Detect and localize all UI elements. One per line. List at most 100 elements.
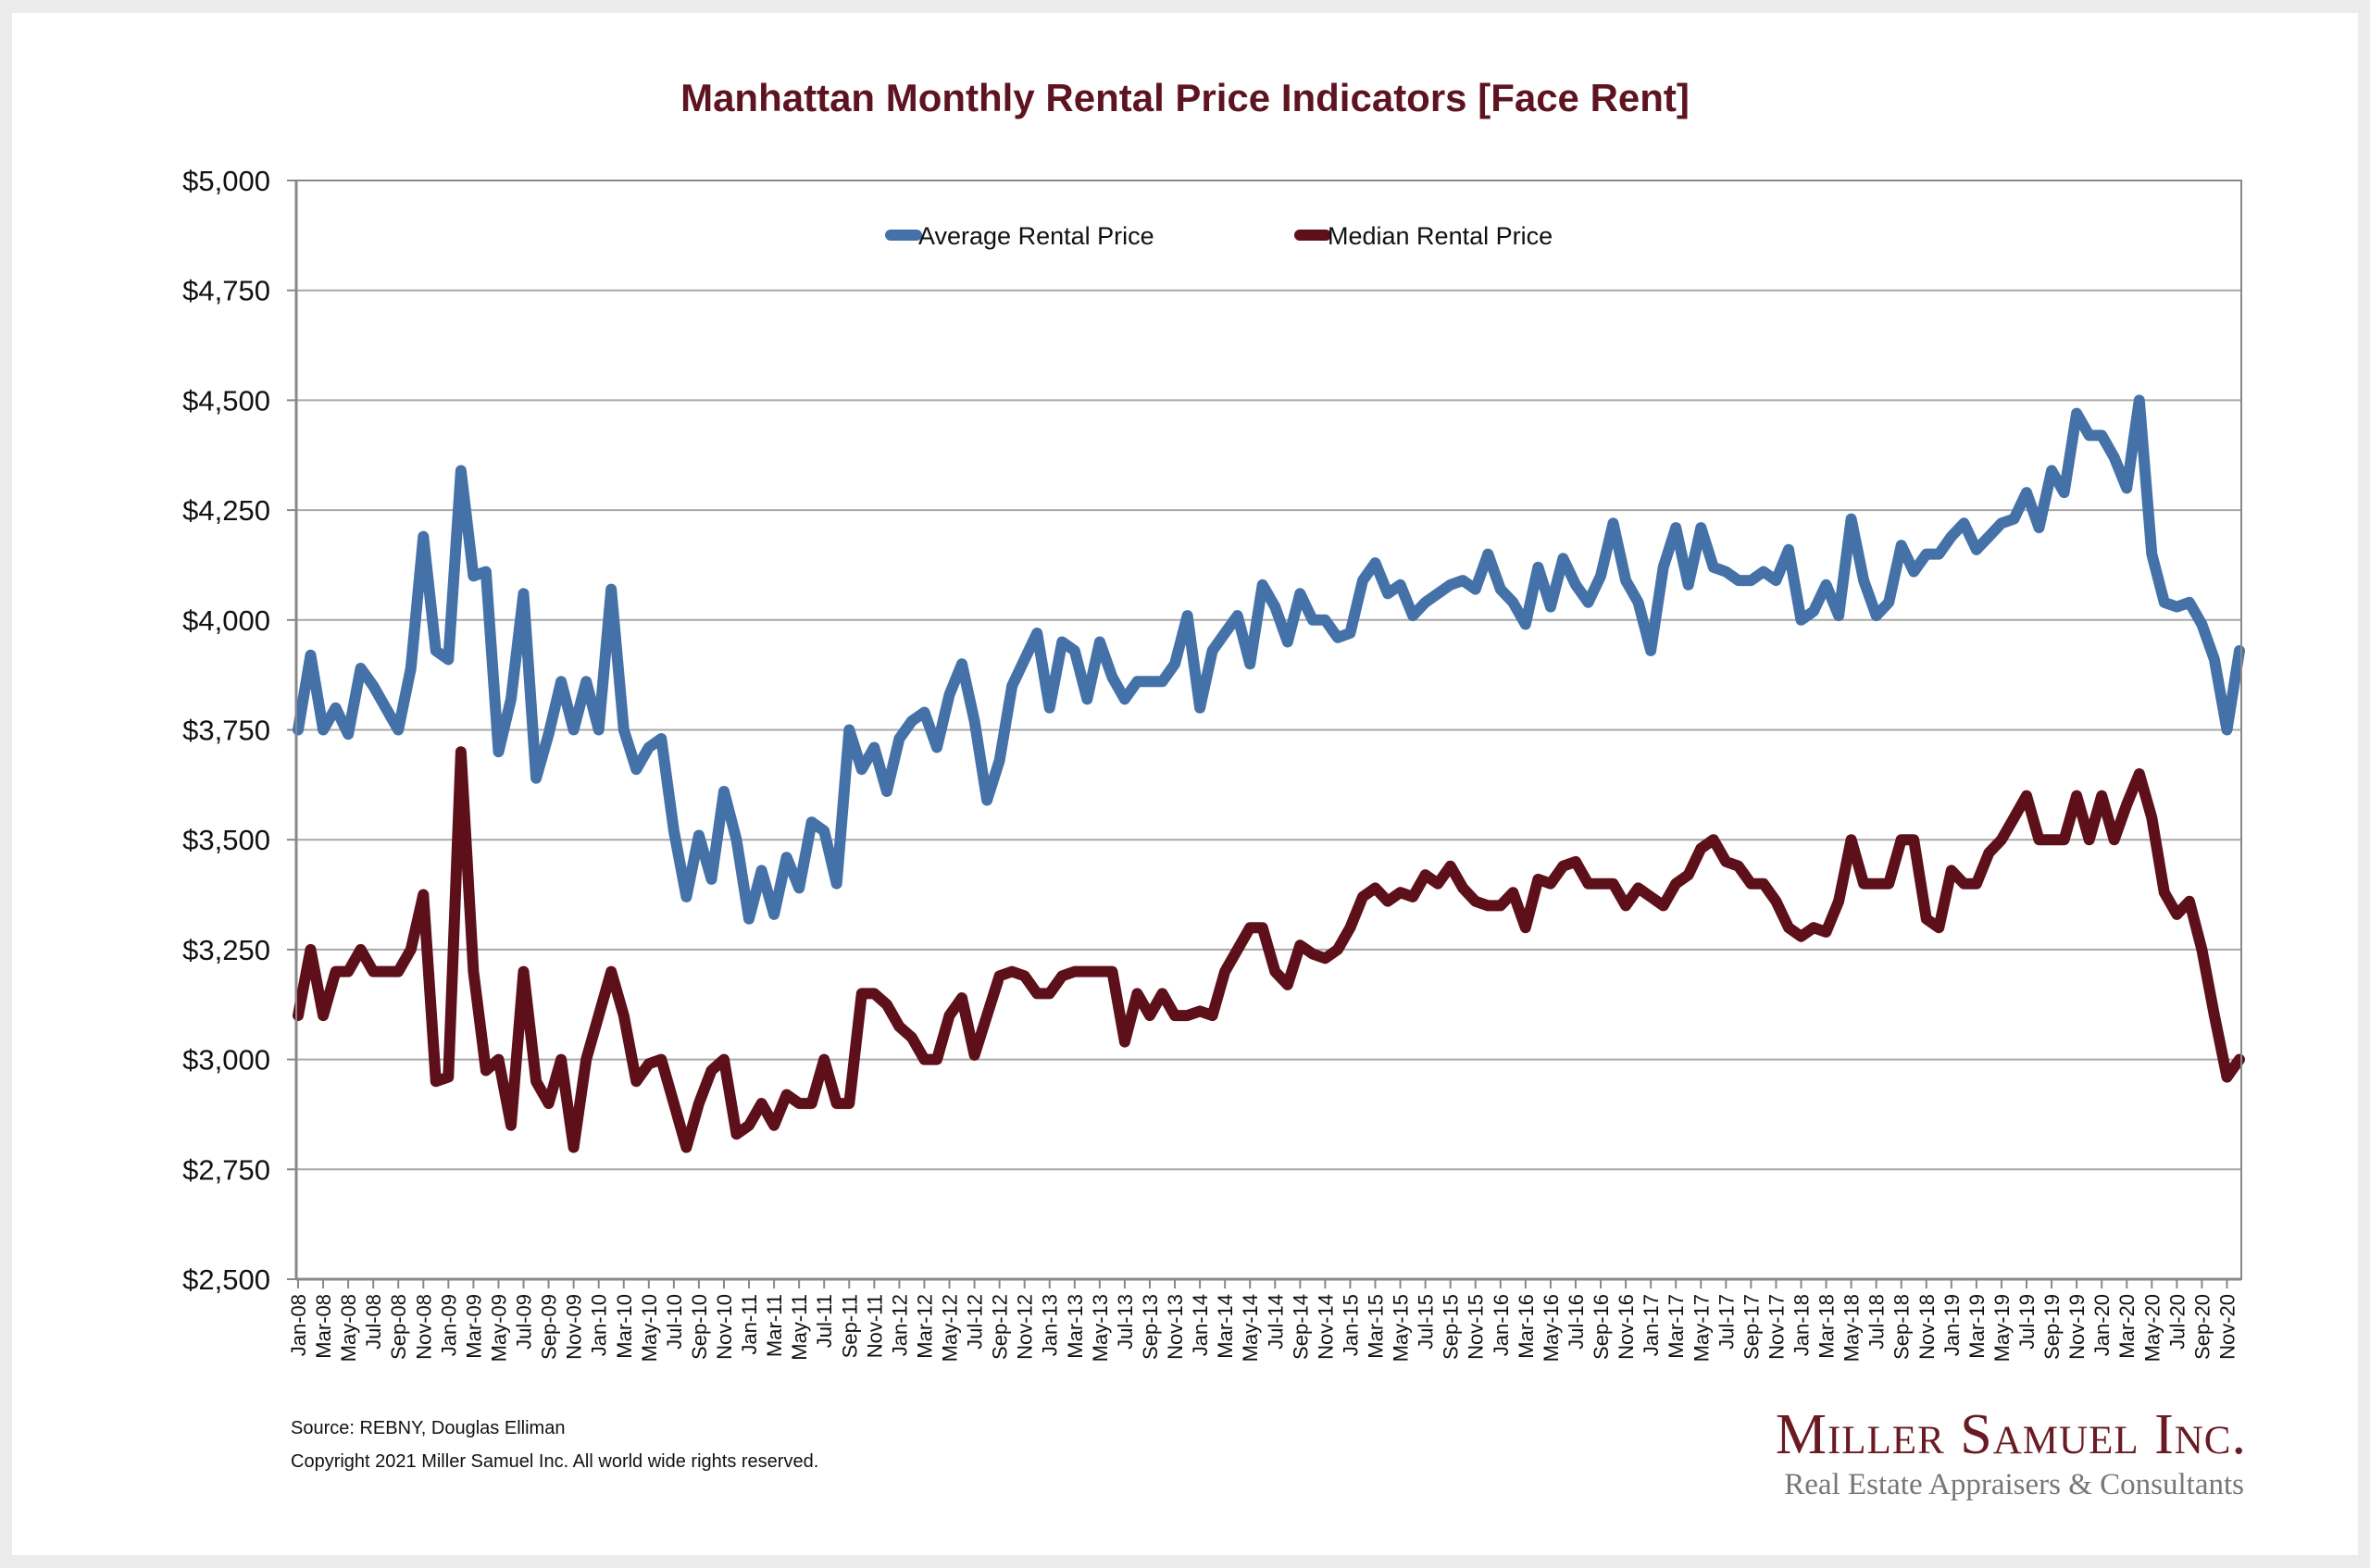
copyright-note: Copyright 2021 Miller Samuel Inc. All wo… — [291, 1451, 819, 1472]
y-tick-label: $4,500 — [182, 384, 270, 417]
x-tick-label: Nov-14 — [1314, 1294, 1337, 1360]
x-tick-label: Jul-20 — [2165, 1294, 2189, 1350]
x-tick-label: Nov-17 — [1765, 1294, 1788, 1360]
source-note: Source: REBNY, Douglas Elliman — [291, 1418, 566, 1438]
y-tick-label: $3,000 — [182, 1044, 270, 1076]
x-tick-label: Nov-09 — [563, 1294, 586, 1360]
x-tick-label: Mar-13 — [1064, 1294, 1087, 1359]
chart-panel — [12, 13, 2358, 1555]
legend-label: Average Rental Price — [918, 222, 1154, 250]
x-tick-label: Jan-11 — [738, 1294, 761, 1355]
x-tick-label: Jul-11 — [813, 1294, 836, 1348]
x-tick-label: Nov-20 — [2215, 1294, 2239, 1360]
y-tick-label: $2,750 — [182, 1153, 270, 1186]
x-tick-label: Jul-13 — [1114, 1294, 1137, 1350]
x-tick-label: Nov-15 — [1465, 1294, 1488, 1360]
x-tick-label: Sep-18 — [1890, 1294, 1914, 1360]
x-tick-label: Sep-20 — [2190, 1294, 2214, 1360]
x-tick-label: May-11 — [788, 1294, 811, 1361]
x-tick-label: Mar-11 — [763, 1294, 786, 1357]
company-logo-tagline: Real Estate Appraisers & Consultants — [1784, 1468, 2244, 1501]
x-tick-label: Sep-14 — [1289, 1294, 1312, 1360]
x-tick-label: Jul-15 — [1415, 1294, 1438, 1350]
y-tick-label: $4,750 — [182, 275, 270, 307]
x-tick-label: Nov-13 — [1164, 1294, 1187, 1360]
x-tick-label: Jul-14 — [1264, 1294, 1287, 1350]
y-tick-label: $3,250 — [182, 934, 270, 966]
y-tick-label: $4,000 — [182, 604, 270, 637]
x-tick-label: May-10 — [638, 1294, 661, 1362]
series-lines — [293, 394, 2245, 1153]
company-logo-name: Miller Samuel Inc. — [1775, 1403, 2247, 1466]
x-tick-label: Jan-10 — [588, 1294, 611, 1356]
y-tick-label: $5,000 — [182, 165, 270, 197]
y-tick-label: $3,750 — [182, 715, 270, 747]
x-tick-label: Sep-15 — [1440, 1294, 1463, 1360]
x-tick-label: Sep-08 — [387, 1294, 410, 1360]
x-tick-label: Nov-18 — [1915, 1294, 1939, 1360]
x-tick-label: Jan-09 — [437, 1294, 460, 1356]
series-line-median-rental-price — [293, 746, 2245, 1153]
x-tick-label: Jul-12 — [964, 1294, 987, 1350]
x-tick-label: Jul-09 — [513, 1294, 536, 1350]
x-tick-label: Sep-13 — [1139, 1294, 1162, 1360]
x-tick-label: Sep-09 — [538, 1294, 561, 1360]
gridlines — [296, 180, 2241, 1280]
x-tick-label: Nov-19 — [2065, 1294, 2089, 1360]
x-tick-label: Jan-17 — [1640, 1294, 1663, 1356]
x-tick-label: Mar-08 — [312, 1294, 335, 1359]
x-tick-label: Mar-15 — [1364, 1294, 1387, 1359]
x-tick-label: May-18 — [1840, 1294, 1864, 1362]
x-tick-label: Jul-10 — [663, 1294, 686, 1350]
x-tick-label: Jul-17 — [1715, 1294, 1738, 1350]
x-tick-label: Jan-18 — [1790, 1294, 1813, 1356]
x-tick-label: Mar-17 — [1665, 1294, 1688, 1359]
x-tick-label: May-12 — [939, 1294, 962, 1362]
x-tick-label: Mar-16 — [1515, 1294, 1538, 1359]
legend: Average Rental Price Median Rental Price — [885, 222, 1553, 250]
x-tick-label: Mar-20 — [2115, 1294, 2139, 1359]
x-tick-label: Jan-14 — [1189, 1294, 1212, 1356]
x-tick-label: Jul-08 — [362, 1294, 385, 1350]
x-tick-label: May-17 — [1690, 1294, 1713, 1362]
x-tick-label: Jan-16 — [1490, 1294, 1513, 1356]
x-tick-label: Jan-13 — [1039, 1294, 1062, 1356]
x-tick-label: May-16 — [1540, 1294, 1563, 1362]
x-tick-label: Jan-15 — [1339, 1294, 1362, 1356]
x-tick-label: Mar-19 — [1965, 1294, 1989, 1359]
x-tick-label: Sep-16 — [1590, 1294, 1613, 1360]
x-tick-label: May-15 — [1390, 1294, 1413, 1362]
x-tick-label: May-08 — [337, 1294, 360, 1362]
x-tick-label: Sep-12 — [989, 1294, 1012, 1360]
y-axis: $2,500 $2,750 $3,000 $3,250 $3,500 $3,750 $4,0… — [182, 165, 298, 1296]
x-tick-label: Mar-12 — [913, 1294, 936, 1359]
x-tick-label: Jan-12 — [888, 1294, 911, 1356]
x-tick-label: Mar-18 — [1815, 1294, 1839, 1359]
x-tick-label: May-13 — [1089, 1294, 1112, 1362]
series-line-average-rental-price — [293, 394, 2245, 925]
x-tick-label: Nov-10 — [713, 1294, 736, 1360]
x-tick-label: Sep-19 — [2040, 1294, 2064, 1360]
x-tick-label: Sep-17 — [1740, 1294, 1763, 1360]
x-tick-label: Jan-20 — [2090, 1294, 2114, 1356]
x-tick-label: Sep-10 — [688, 1294, 711, 1360]
chart-title: Manhattan Monthly Rental Price Indicator… — [680, 76, 1690, 119]
x-tick-label: Jul-16 — [1565, 1294, 1588, 1350]
x-tick-label: Nov-11 — [863, 1294, 886, 1358]
y-tick-label: $4,250 — [182, 494, 270, 527]
x-tick-label: Nov-12 — [1014, 1294, 1037, 1360]
x-tick-label: Mar-09 — [462, 1294, 485, 1359]
y-tick-label: $2,500 — [182, 1263, 270, 1296]
x-axis: Jan-08 Mar-08 May-08 Jul-08 Sep-08 Nov-08 Jan-… — [287, 1277, 2241, 1362]
x-tick-label: Mar-10 — [613, 1294, 636, 1359]
x-tick-label: Sep-11 — [838, 1294, 861, 1358]
x-tick-label: Mar-14 — [1214, 1294, 1237, 1359]
x-tick-label: May-14 — [1239, 1294, 1262, 1362]
x-tick-label: Nov-08 — [412, 1294, 435, 1360]
x-tick-label: Jul-18 — [1865, 1294, 1889, 1350]
x-tick-label: Jul-19 — [2015, 1294, 2039, 1350]
x-tick-label: May-09 — [487, 1294, 510, 1362]
legend-label: Median Rental Price — [1328, 222, 1553, 250]
x-tick-label: May-19 — [1990, 1294, 2014, 1362]
